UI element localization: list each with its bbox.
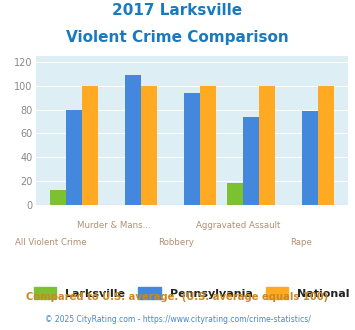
Text: Violent Crime Comparison: Violent Crime Comparison [66, 30, 289, 45]
Bar [302, 111, 318, 205]
Text: Aggravated Assault: Aggravated Assault [196, 221, 281, 230]
Bar [50, 190, 66, 205]
Bar [227, 183, 243, 205]
Bar [243, 117, 259, 205]
Text: Compared to U.S. average. (U.S. average equals 100): Compared to U.S. average. (U.S. average … [26, 292, 329, 302]
Bar [66, 110, 82, 205]
Bar [318, 86, 334, 205]
Text: © 2025 CityRating.com - https://www.cityrating.com/crime-statistics/: © 2025 CityRating.com - https://www.city… [45, 315, 310, 324]
Bar [141, 86, 157, 205]
Bar [125, 75, 141, 205]
Bar [82, 86, 98, 205]
Text: Rape: Rape [290, 238, 312, 247]
Text: All Violent Crime: All Violent Crime [15, 238, 87, 247]
Text: Murder & Mans...: Murder & Mans... [77, 221, 151, 230]
Bar [259, 86, 275, 205]
Bar [200, 86, 215, 205]
Text: Robbery: Robbery [158, 238, 194, 247]
Legend: Larksville, Pennsylvania, National: Larksville, Pennsylvania, National [34, 287, 349, 299]
Bar [184, 93, 200, 205]
Text: 2017 Larksville: 2017 Larksville [113, 3, 242, 18]
